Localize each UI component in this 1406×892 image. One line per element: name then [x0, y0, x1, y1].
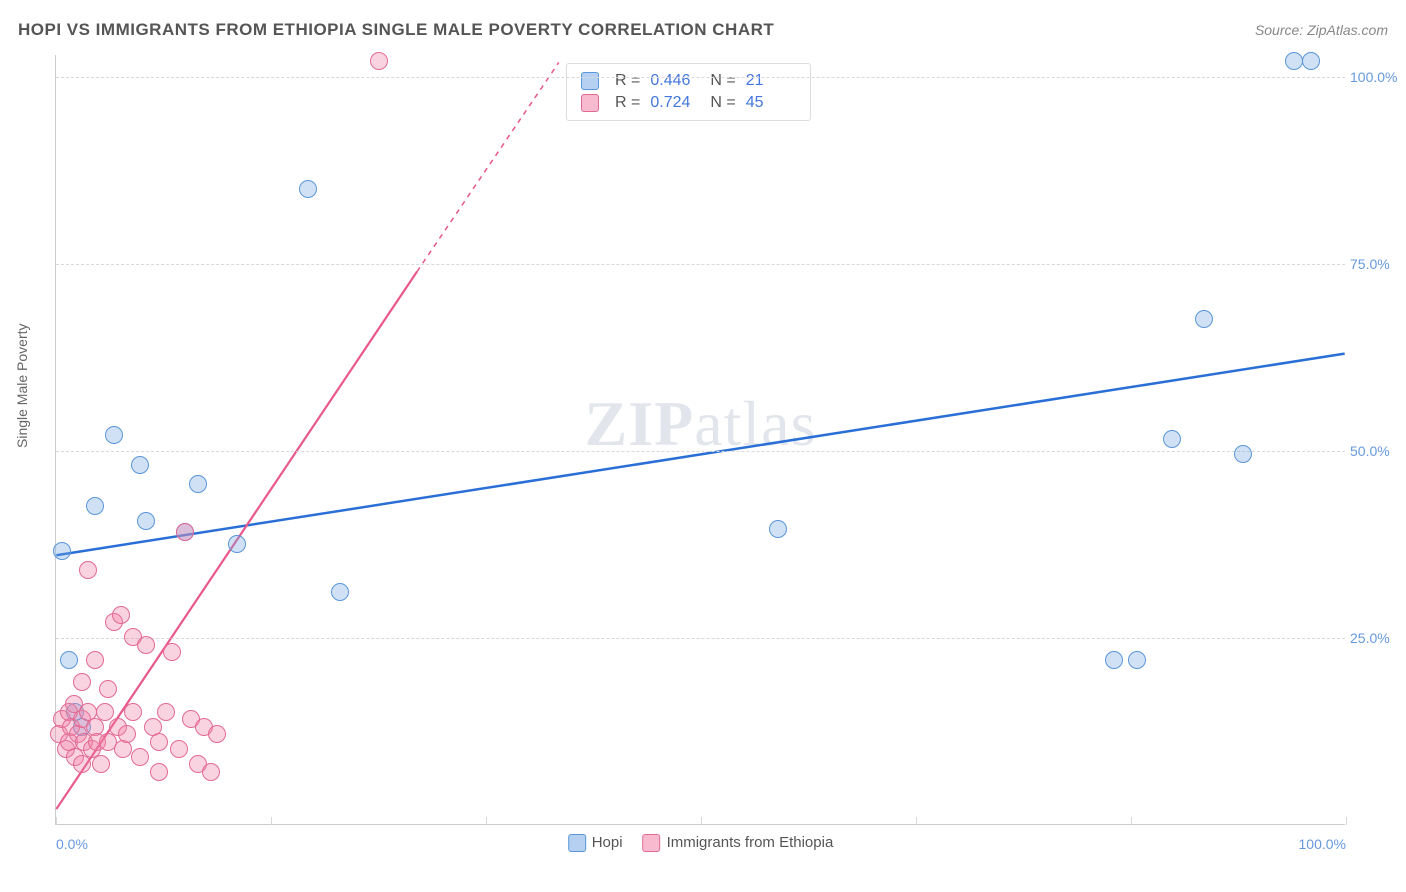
stat-label: R = [615, 72, 640, 90]
x-tick [916, 817, 917, 825]
stats-legend-box: R = 0.446 N = 21 R = 0.724 N = 45 [566, 63, 811, 121]
stat-label: R = [615, 94, 640, 112]
data-point [1234, 445, 1252, 463]
data-point [131, 748, 149, 766]
data-point [299, 180, 317, 198]
data-point [86, 651, 104, 669]
y-tick-label: 50.0% [1350, 443, 1405, 459]
stats-row: R = 0.724 N = 45 [581, 92, 796, 114]
data-point [96, 703, 114, 721]
data-point [189, 475, 207, 493]
stat-value: 21 [746, 72, 796, 90]
data-point [99, 680, 117, 698]
swatch-icon [581, 72, 599, 90]
data-point [1195, 310, 1213, 328]
data-point [769, 520, 787, 538]
data-point [73, 755, 91, 773]
x-tick [1346, 817, 1347, 825]
data-point [1285, 52, 1303, 70]
data-point [157, 703, 175, 721]
data-point [53, 542, 71, 560]
data-point [202, 763, 220, 781]
gridline [56, 264, 1345, 265]
stats-row: R = 0.446 N = 21 [581, 70, 796, 92]
stat-value: 0.446 [650, 72, 700, 90]
watermark: ZIPatlas [585, 387, 817, 461]
x-tick-label: 100.0% [1299, 836, 1346, 852]
stat-label: N = [710, 72, 735, 90]
watermark-light: atlas [694, 388, 816, 459]
watermark-bold: ZIP [585, 388, 695, 459]
y-tick-label: 100.0% [1350, 69, 1405, 85]
swatch-icon [568, 834, 586, 852]
data-point [163, 643, 181, 661]
gridline [56, 77, 1345, 78]
legend-item: Hopi [568, 834, 623, 852]
y-tick-label: 25.0% [1350, 630, 1405, 646]
data-point [170, 740, 188, 758]
swatch-icon [581, 94, 599, 112]
header: HOPI VS IMMIGRANTS FROM ETHIOPIA SINGLE … [18, 20, 1388, 40]
data-point [150, 763, 168, 781]
stat-label: N = [710, 94, 735, 112]
data-point [112, 606, 130, 624]
chart-title: HOPI VS IMMIGRANTS FROM ETHIOPIA SINGLE … [18, 20, 774, 40]
gridline [56, 638, 1345, 639]
data-point [1105, 651, 1123, 669]
x-tick-label: 0.0% [56, 836, 88, 852]
data-point [86, 497, 104, 515]
legend-label: Hopi [592, 834, 623, 851]
scatter-chart: ZIPatlas R = 0.446 N = 21 R = 0.724 N = … [55, 55, 1345, 825]
regression-lines [56, 55, 1345, 824]
legend-label: Immigrants from Ethiopia [667, 834, 834, 851]
data-point [131, 456, 149, 474]
legend-item: Immigrants from Ethiopia [643, 834, 834, 852]
data-point [331, 583, 349, 601]
y-axis-title: Single Male Poverty [14, 323, 30, 448]
data-point [1128, 651, 1146, 669]
data-point [92, 755, 110, 773]
data-point [1163, 430, 1181, 448]
data-point [79, 561, 97, 579]
gridline [56, 451, 1345, 452]
x-tick [701, 817, 702, 825]
x-tick [1131, 817, 1132, 825]
x-tick [486, 817, 487, 825]
data-point [150, 733, 168, 751]
data-point [73, 673, 91, 691]
data-point [176, 523, 194, 541]
data-point [105, 426, 123, 444]
data-point [1302, 52, 1320, 70]
data-point [228, 535, 246, 553]
data-point [118, 725, 136, 743]
data-point [124, 703, 142, 721]
data-point [137, 636, 155, 654]
stat-value: 0.724 [650, 94, 700, 112]
data-point [137, 512, 155, 530]
y-tick-label: 75.0% [1350, 256, 1405, 272]
data-point [370, 52, 388, 70]
x-tick [56, 817, 57, 825]
data-point [208, 725, 226, 743]
stat-value: 45 [746, 94, 796, 112]
data-point [60, 651, 78, 669]
source-label: Source: ZipAtlas.com [1255, 22, 1388, 38]
swatch-icon [643, 834, 661, 852]
x-tick [271, 817, 272, 825]
series-legend: Hopi Immigrants from Ethiopia [568, 834, 834, 852]
